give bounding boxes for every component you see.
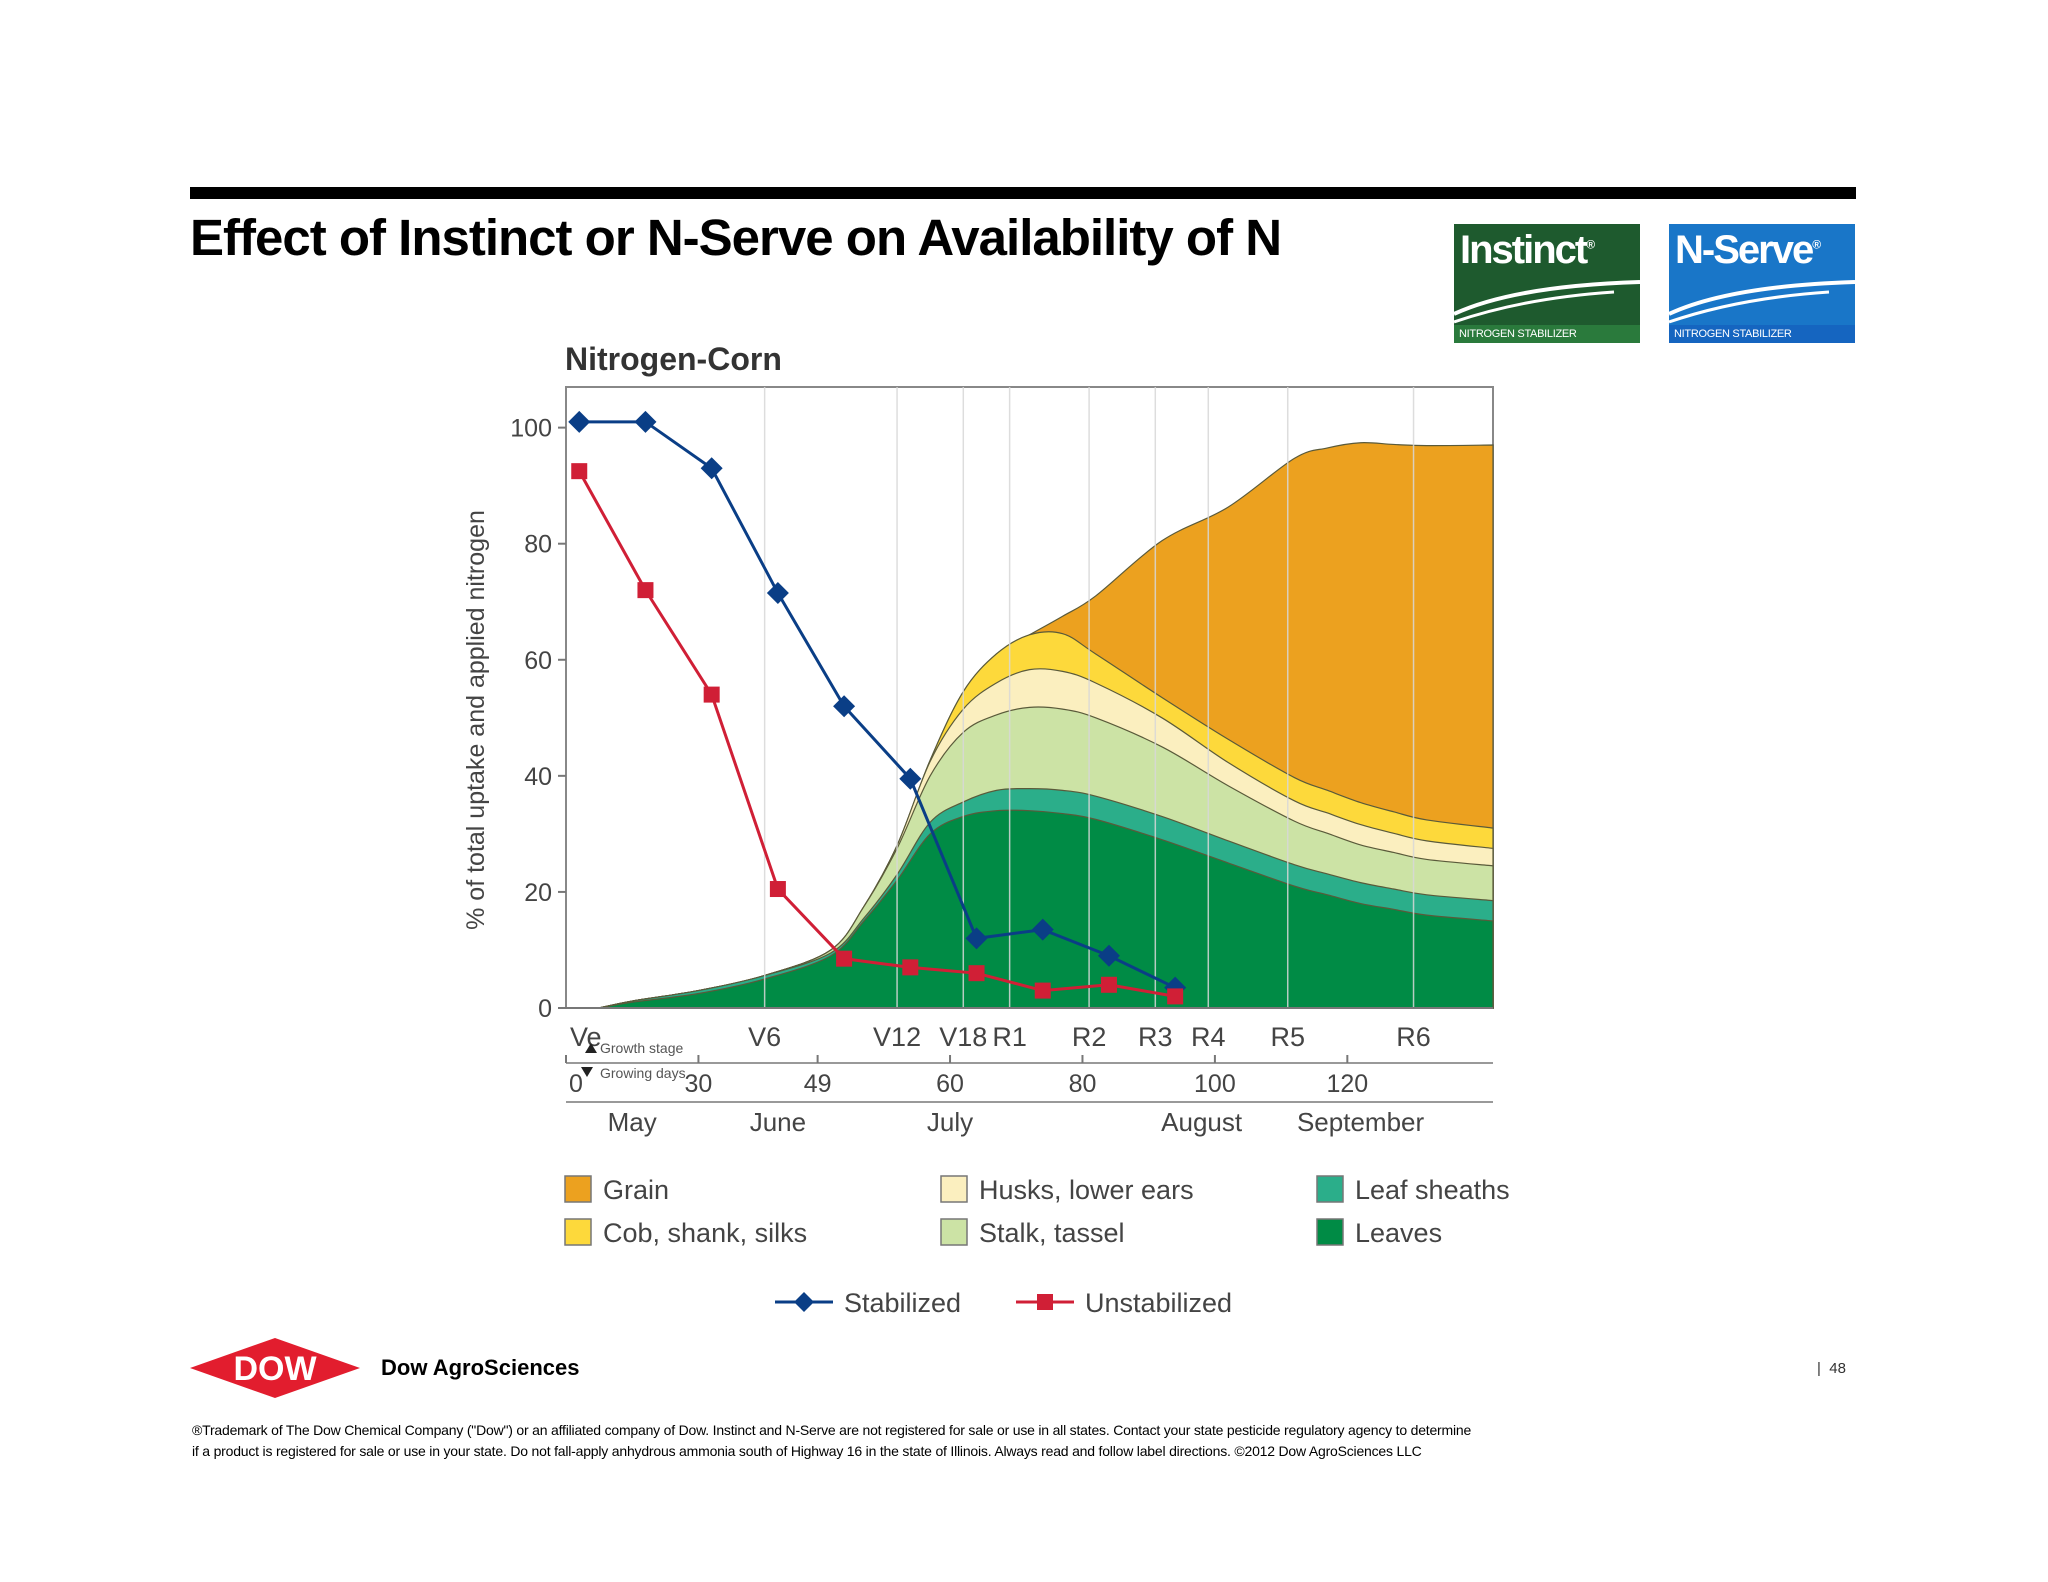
legend-swatch — [940, 1175, 968, 1203]
data-point-stabilized — [965, 927, 988, 950]
legend-label: Husks, lower ears — [979, 1175, 1194, 1205]
instinct-logo: Instinct® NITROGEN STABILIZER — [1454, 224, 1640, 343]
growth-stage-label: R4 — [1191, 1022, 1226, 1052]
y-tick-label: 80 — [524, 531, 552, 559]
growth-stage-label: R2 — [1072, 1022, 1107, 1052]
growing-days-label: 60 — [936, 1070, 964, 1098]
data-point-stabilized — [700, 457, 723, 480]
nserve-logo-subtitle: NITROGEN STABILIZER — [1669, 325, 1855, 343]
dow-logo-text: DOW — [233, 1350, 317, 1388]
growing-days-caption: Growing days — [600, 1065, 686, 1081]
month-label: July — [927, 1107, 973, 1137]
area-leaves — [599, 809, 1494, 1009]
y-tick-label: 40 — [524, 763, 552, 791]
legend-swatch — [1316, 1175, 1344, 1203]
series-line-stabilized — [579, 420, 1176, 990]
legend-swatch — [564, 1175, 592, 1203]
y-tick-label: 100 — [510, 415, 552, 443]
legend-line-label: Stabilized — [844, 1288, 961, 1318]
y-tick-label: 0 — [538, 995, 552, 1023]
growing-days-label: 30 — [685, 1070, 713, 1098]
month-label: May — [608, 1107, 657, 1137]
data-point-stabilized — [634, 410, 657, 433]
up-triangle-icon — [585, 1043, 597, 1053]
data-point-stabilized — [766, 582, 789, 605]
swoosh-icon — [1669, 280, 1855, 324]
legend-swatch — [1316, 1218, 1344, 1246]
growth-stage-label: R1 — [992, 1022, 1027, 1052]
y-tick-label: 20 — [524, 879, 552, 907]
legend-swatch — [940, 1218, 968, 1246]
dow-diamond-logo: DOW — [190, 1338, 360, 1398]
legend-label: Grain — [603, 1175, 669, 1205]
legal-disclaimer: ®Trademark of The Dow Chemical Company (… — [192, 1420, 1632, 1462]
disclaimer-line-1: ®Trademark of The Dow Chemical Company (… — [192, 1422, 1472, 1438]
data-point-unstabilized — [902, 959, 919, 976]
growing-days-label: 0 — [569, 1070, 583, 1098]
month-label: June — [750, 1107, 806, 1137]
legend-label: Leaves — [1355, 1218, 1442, 1248]
nserve-logo-mark: ® — [1812, 237, 1822, 252]
growing-days-label: 120 — [1326, 1070, 1368, 1098]
growth-stage-caption: Growth stage — [600, 1040, 683, 1056]
instinct-logo-mark: ® — [1586, 237, 1596, 252]
chart-title: Nitrogen-Corn — [565, 341, 782, 377]
growth-stage-label: V12 — [873, 1022, 921, 1052]
month-label: September — [1297, 1107, 1425, 1137]
legend-label: Stalk, tassel — [979, 1218, 1125, 1248]
growing-days-label: 49 — [804, 1070, 832, 1098]
nserve-logo-name: N-Serve — [1675, 228, 1814, 272]
growth-stage-label: R3 — [1138, 1022, 1173, 1052]
data-point-unstabilized — [1167, 988, 1184, 1005]
legend-swatch — [564, 1218, 592, 1246]
swoosh-icon — [1454, 280, 1640, 324]
legend-marker — [1037, 1294, 1053, 1310]
growth-stage-label: R5 — [1270, 1022, 1305, 1052]
data-point-unstabilized — [1100, 976, 1117, 993]
page-number-value: 48 — [1829, 1360, 1846, 1377]
disclaimer-line-2: if a product is registered for sale or u… — [192, 1443, 1422, 1459]
growth-stage-label: Ve — [570, 1022, 602, 1052]
y-tick-label: 60 — [524, 647, 552, 675]
nserve-logo: N-Serve® NITROGEN STABILIZER — [1669, 224, 1855, 343]
legend-label: Cob, shank, silks — [603, 1218, 807, 1248]
data-point-stabilized — [833, 695, 856, 718]
data-point-unstabilized — [836, 950, 853, 967]
growth-stage-label: V6 — [748, 1022, 781, 1052]
data-point-unstabilized — [571, 463, 588, 480]
slide-title: Effect of Instinct or N-Serve on Availab… — [190, 209, 1282, 266]
month-label: August — [1161, 1107, 1243, 1137]
legend-line-label: Unstabilized — [1085, 1288, 1232, 1318]
page-number: | 48 — [1817, 1360, 1846, 1377]
data-point-stabilized — [899, 767, 922, 790]
data-point-unstabilized — [769, 881, 786, 898]
legend-label: Leaf sheaths — [1355, 1175, 1510, 1205]
growth-stage-label: V18 — [939, 1022, 987, 1052]
instinct-logo-name: Instinct — [1460, 228, 1588, 272]
data-point-unstabilized — [1034, 982, 1051, 999]
data-point-stabilized — [568, 410, 591, 433]
y-axis-label: % of total uptake and applied nitrogen — [462, 510, 490, 930]
data-point-unstabilized — [637, 582, 654, 599]
legend-marker — [794, 1292, 814, 1312]
data-point-stabilized — [1097, 944, 1120, 967]
title-rule — [190, 187, 1856, 199]
growth-stage-label: R6 — [1396, 1022, 1431, 1052]
down-triangle-icon — [581, 1067, 593, 1077]
instinct-logo-subtitle: NITROGEN STABILIZER — [1454, 325, 1640, 343]
brand-name: Dow AgroSciences — [381, 1355, 580, 1380]
growing-days-label: 100 — [1194, 1070, 1236, 1098]
series-line-unstabilized — [577, 470, 1176, 998]
data-point-stabilized — [1031, 918, 1054, 941]
data-point-unstabilized — [968, 965, 985, 982]
growing-days-label: 80 — [1069, 1070, 1097, 1098]
data-point-unstabilized — [703, 686, 720, 703]
